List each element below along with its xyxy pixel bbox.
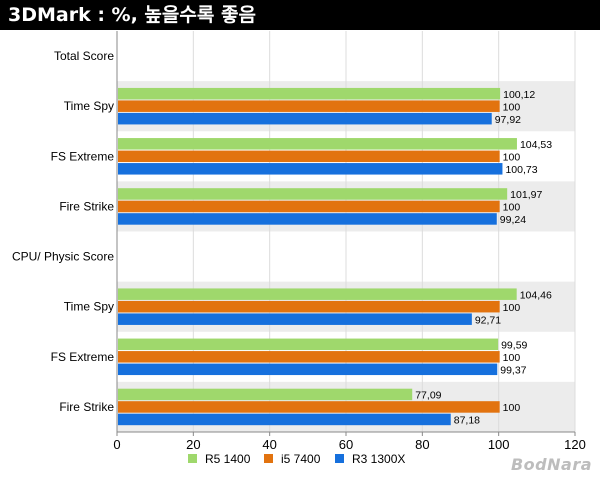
legend-label: i5 7400 [281,452,321,466]
category-label: FS Extreme [51,350,115,364]
x-tick-label: 60 [339,437,353,452]
legend-label: R5 1400 [205,452,251,466]
legend-swatch [335,454,344,463]
bar [118,138,517,150]
category-label: Fire Strike [59,400,114,414]
x-tick-label: 40 [262,437,276,452]
chart-title: 3DMark : %, 높을수록 좋음 [8,4,256,26]
bar [118,100,500,112]
bar [118,413,451,426]
data-label: 100 [503,152,521,164]
data-label: 77,09 [415,390,441,402]
bar [118,150,500,163]
data-label: 100 [503,302,521,314]
title-bar: 3DMark : %, 높을수록 좋음 [0,0,600,30]
category-label: Time Spy [64,99,114,113]
bar [118,87,501,100]
bar [118,300,500,313]
x-tick-label: 0 [113,437,120,452]
legend-swatch [264,454,273,463]
category-label: FS Extreme [51,149,115,163]
x-tick-label: 80 [415,437,429,452]
bar [118,363,498,376]
bar [118,200,500,213]
data-label: 99,24 [500,214,526,226]
data-label: 92,71 [475,314,501,326]
section-label: CPU/ Physic Score [12,250,114,264]
bar [118,112,492,125]
bar [118,313,472,325]
legend-label: R3 1300X [352,452,405,466]
data-label: 99,37 [500,365,526,377]
data-label: 87,18 [454,415,480,427]
data-label: 100 [503,101,521,113]
bar [118,188,508,200]
data-label: 104,46 [520,289,552,301]
x-tick-label: 100 [488,437,510,452]
data-label: 100 [503,402,521,414]
x-tick-label: 120 [564,437,586,452]
data-label: 100 [503,202,521,214]
x-tick-label: 20 [186,437,200,452]
data-label: 104,53 [520,139,552,151]
data-label: 100,12 [503,89,535,101]
bar [118,213,497,225]
bar [118,338,499,351]
data-label: 100,73 [505,164,537,176]
bar [118,163,503,175]
category-label: Fire Strike [59,199,114,213]
bar [118,351,500,363]
data-label: 101,97 [510,189,542,201]
category-label: Time Spy [64,300,114,314]
bar [118,388,413,401]
section-label: Total Score [54,49,114,63]
bar [118,288,517,300]
legend-swatch [188,454,197,463]
data-label: 97,92 [495,114,521,126]
watermark-logo: BodNara [510,455,592,474]
bar [118,401,500,413]
data-label: 99,59 [501,340,527,352]
data-label: 100 [503,352,521,364]
